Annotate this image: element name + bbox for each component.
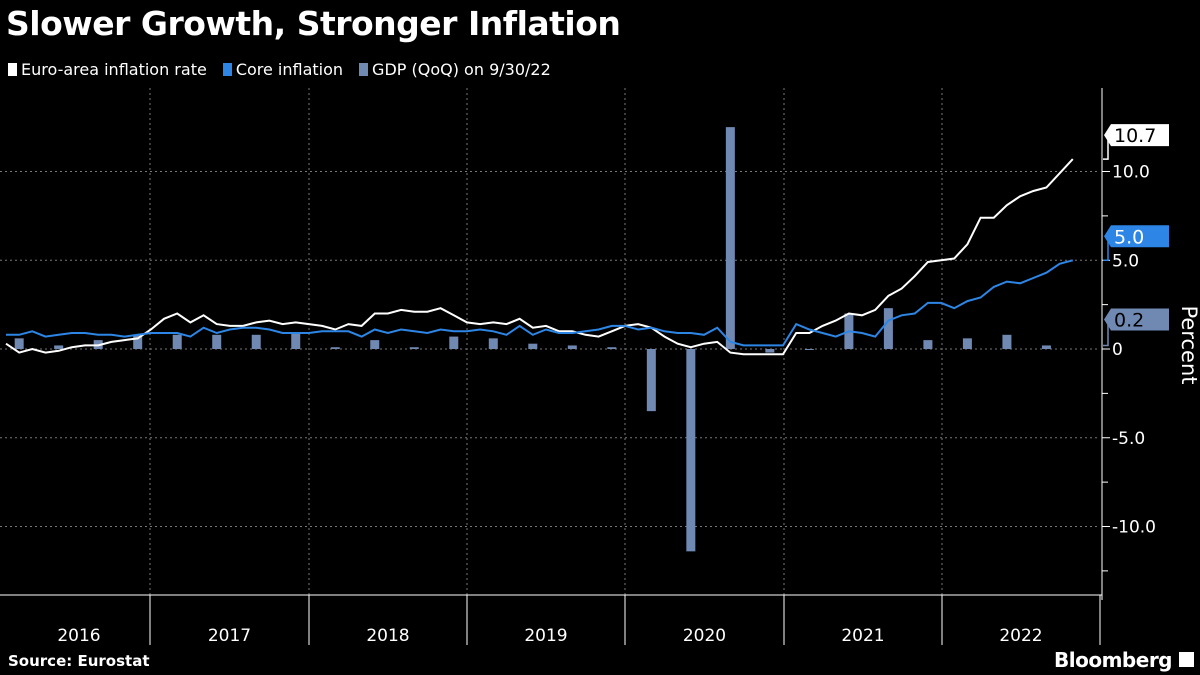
end-label-pointer bbox=[1103, 236, 1109, 261]
y-tick-label: 10.0 bbox=[1112, 163, 1150, 183]
y-axis-label: Percent bbox=[1177, 305, 1200, 384]
end-label-pointer bbox=[1103, 319, 1109, 347]
gdp-bar bbox=[1041, 345, 1051, 349]
gdp-bar bbox=[488, 338, 498, 349]
legend-item-inflation: Euro-area inflation rate bbox=[8, 60, 207, 79]
gdp-bar bbox=[765, 349, 775, 353]
inflation-line bbox=[5, 158, 1074, 356]
y-tick-label: -5.0 bbox=[1112, 429, 1145, 449]
gdp-bar bbox=[291, 333, 301, 349]
legend-label: Core inflation bbox=[235, 60, 344, 79]
end-label-text: 5.0 bbox=[1114, 226, 1144, 248]
legend-item-core: Core inflation bbox=[222, 60, 344, 79]
source-note: Source: Eurostat bbox=[8, 652, 150, 670]
x-tick-label: 2016 bbox=[57, 626, 100, 646]
bloomberg-logo: Bloomberg bbox=[1054, 648, 1172, 672]
x-tick-label: 2017 bbox=[208, 626, 251, 646]
legend-label: Euro-area inflation rate bbox=[21, 60, 207, 79]
gdp-bar bbox=[251, 334, 261, 349]
end-label-box bbox=[1104, 308, 1169, 331]
gdp-bar bbox=[370, 340, 380, 349]
legend-swatch bbox=[8, 63, 17, 76]
y-tick-label: 5.0 bbox=[1112, 251, 1139, 271]
end-label-inflation: 10.7 bbox=[1103, 124, 1169, 160]
legend-swatch bbox=[222, 63, 232, 76]
end-label-gdp: 0.2 bbox=[1103, 308, 1169, 347]
gdp-bar bbox=[449, 336, 459, 349]
end-label-text: 0.2 bbox=[1114, 309, 1144, 331]
gdp-bar bbox=[607, 347, 617, 349]
legend-item-gdp: GDP (QoQ) on 9/30/22 bbox=[359, 60, 551, 79]
legend-label: GDP (QoQ) on 9/30/22 bbox=[372, 60, 551, 79]
gdp-bar bbox=[172, 334, 182, 349]
end-label-box bbox=[1104, 225, 1169, 248]
x-tick-label: 2022 bbox=[999, 626, 1042, 646]
legend: Euro-area inflation rate Core inflation … bbox=[8, 60, 551, 79]
gdp-bar bbox=[567, 345, 577, 349]
gdp-bar bbox=[528, 343, 538, 349]
gdp-bar bbox=[686, 349, 696, 552]
gdp-bar bbox=[923, 340, 933, 349]
x-tick-label: 2020 bbox=[683, 626, 726, 646]
gdp-bar bbox=[883, 308, 893, 349]
gdp-bar bbox=[14, 338, 24, 349]
gdp-bar bbox=[725, 127, 735, 349]
gdp-bar bbox=[54, 345, 64, 349]
gdp-bar bbox=[409, 347, 419, 349]
y-tick-label: 0 bbox=[1112, 340, 1123, 360]
end-label-box bbox=[1104, 124, 1169, 147]
end-label-core: 5.0 bbox=[1103, 225, 1169, 261]
bloomberg-logo-mark bbox=[1179, 652, 1194, 667]
x-tick-label: 2019 bbox=[524, 626, 567, 646]
gdp-bar bbox=[330, 347, 340, 349]
legend-swatch bbox=[359, 63, 369, 76]
end-label-pointer bbox=[1103, 135, 1109, 160]
gdp-bar bbox=[1002, 334, 1012, 349]
gdp-bar bbox=[133, 334, 143, 349]
x-tick-label: 2021 bbox=[841, 626, 884, 646]
end-label-text: 10.7 bbox=[1114, 125, 1156, 147]
gdp-bar bbox=[646, 349, 656, 412]
gdp-bar bbox=[804, 349, 814, 350]
chart-title: Slower Growth, Stronger Inflation bbox=[6, 4, 621, 43]
y-tick-label: -10.0 bbox=[1112, 518, 1156, 538]
x-tick-label: 2018 bbox=[366, 626, 409, 646]
core-inflation-line bbox=[6, 259, 1074, 347]
gdp-bar bbox=[962, 338, 972, 349]
gdp-bar bbox=[212, 334, 222, 349]
